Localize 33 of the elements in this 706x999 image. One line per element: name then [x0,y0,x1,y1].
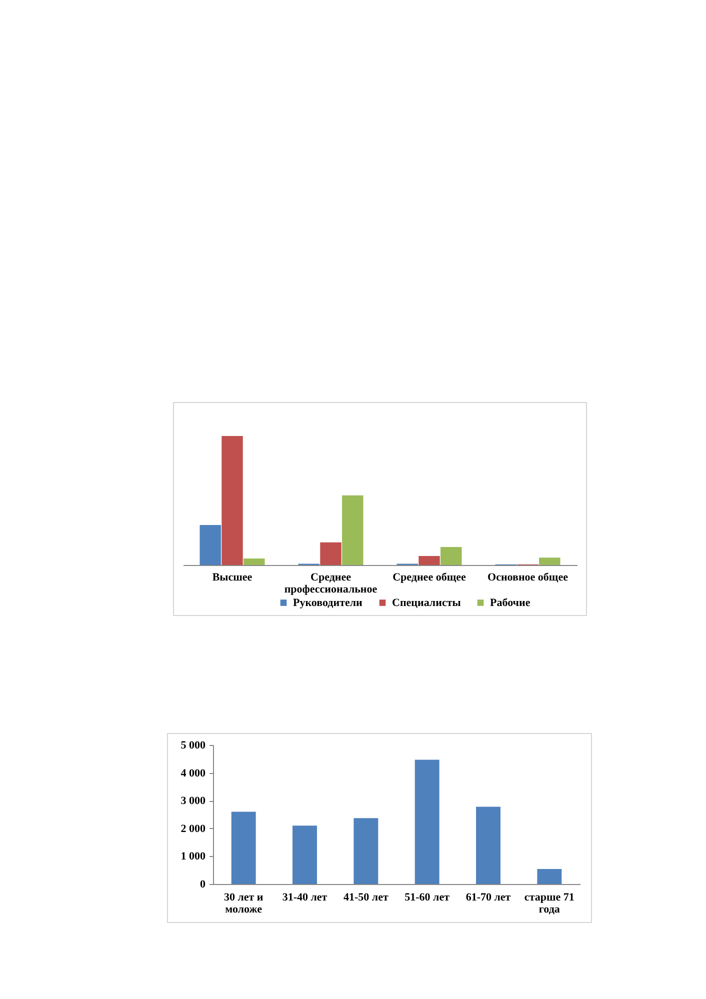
x-tick-label: Среднее профессиональное [284,572,378,596]
y-tick-label: 1 000 [180,850,206,863]
bar [418,556,440,565]
bar [292,826,317,884]
x-tick-label: старше 71 года [524,892,574,916]
x-tick-label: Высшее [212,572,252,584]
bar [354,818,378,884]
x-tick-label: Основное общее [488,572,568,584]
bar [414,760,440,884]
y-tick-label: 4 000 [180,767,206,780]
bar [222,436,243,565]
bar [244,558,265,565]
y-tick-label: 0 [200,878,206,890]
x-tick-label: 41-50 лет [343,892,389,904]
x-tick-label: 31-40 лет [282,892,328,904]
x-tick-label: 61-70 лет [466,892,512,904]
y-tick-label: 3 000 [180,795,206,808]
bar [537,868,562,884]
bar [231,812,256,884]
x-tick-label: Среднее общее [392,572,466,584]
x-tick-label: 30 лет и моложе [224,892,264,916]
bar [320,542,342,565]
y-tick-label: 5 000 [180,740,206,752]
legend-label: Рабочие [490,596,530,609]
x-tick-label: 51-60 лет [404,892,450,904]
legend-label: Руководители [293,596,364,609]
bar [476,806,500,884]
bar [342,495,364,565]
bar [200,525,221,565]
bar [539,558,560,565]
legend-label: Специалисты [392,596,462,609]
bar [440,546,462,565]
y-tick-label: 2 000 [180,822,206,835]
